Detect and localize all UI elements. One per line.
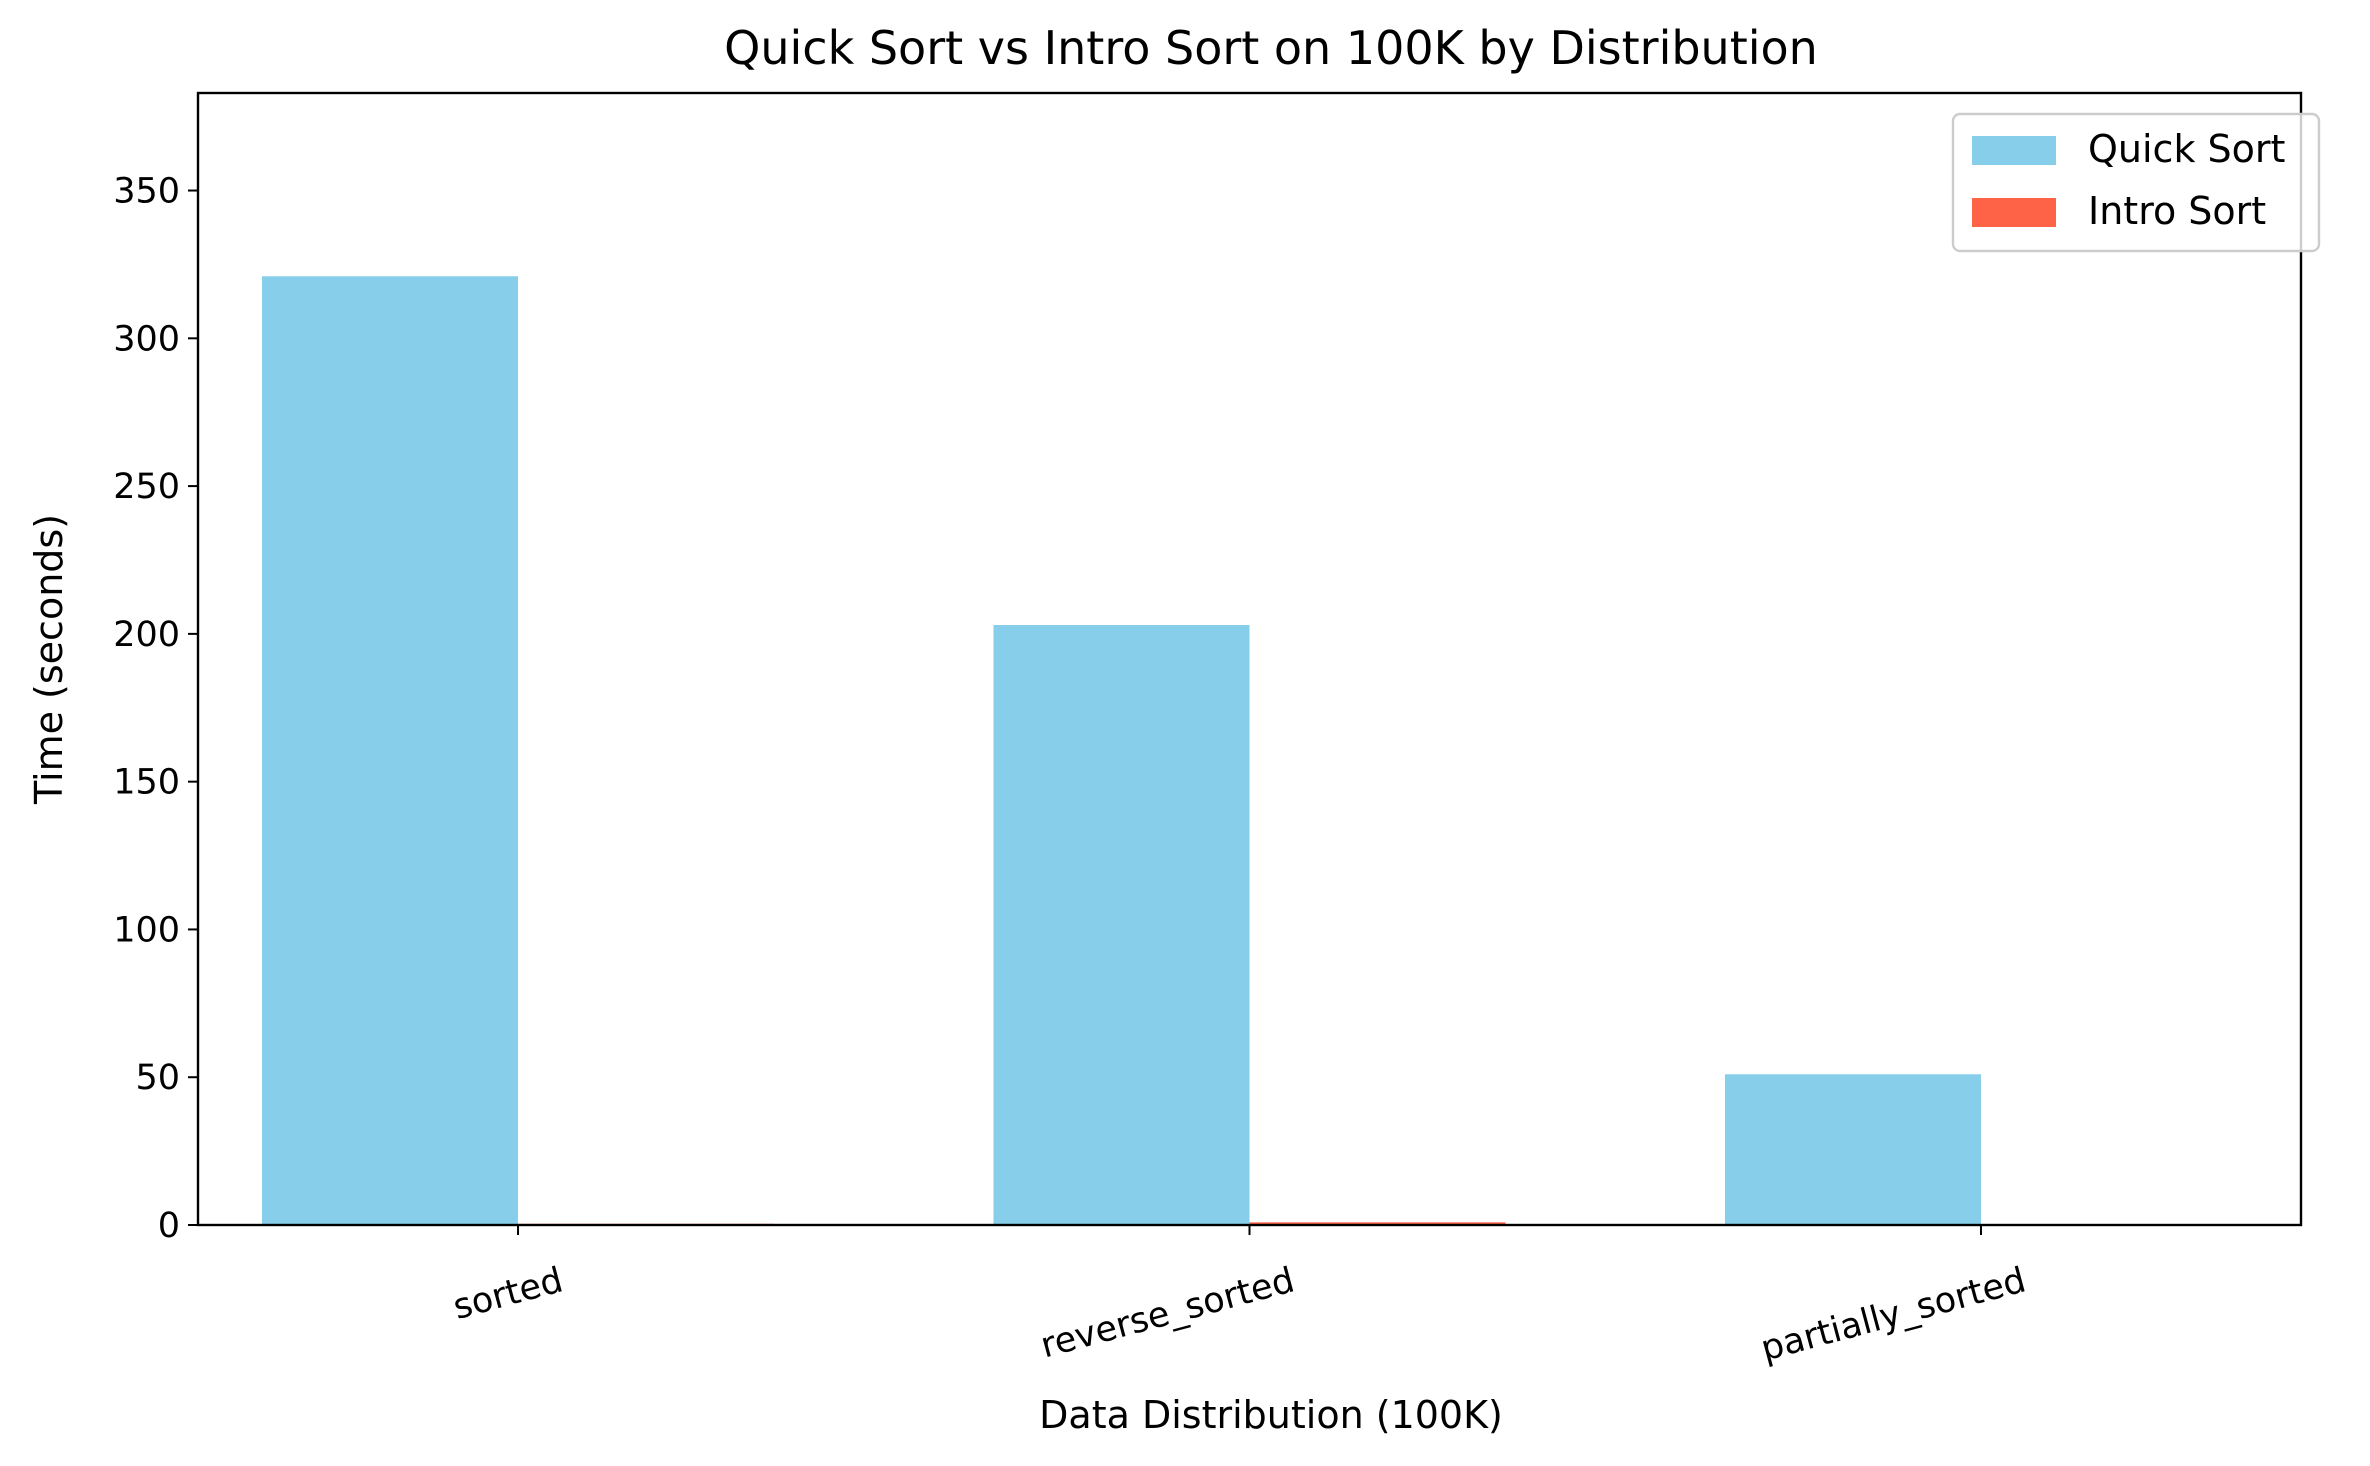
legend-swatch-quick-sort	[1972, 136, 2056, 165]
y-tick-label-150: 150	[113, 763, 180, 803]
y-tick-label-100: 100	[113, 910, 180, 950]
chart-title: Quick Sort vs Intro Sort on 100K by Dist…	[724, 21, 1818, 75]
bar-quick-sort-sorted	[262, 276, 519, 1225]
bar-quick-sort-reverse-sorted	[993, 625, 1250, 1225]
legend-label-quick-sort: Quick Sort	[2088, 127, 2285, 171]
y-tick-label-350: 350	[113, 172, 180, 212]
y-axis-ticks: 0 50 100 150 200 250 300 350	[113, 172, 198, 1246]
y-axis-label: Time (seconds)	[27, 514, 71, 805]
bar-quick-sort-partially-sorted	[1724, 1074, 1981, 1225]
legend-label-intro-sort: Intro Sort	[2088, 189, 2266, 233]
y-tick-label-200: 200	[113, 615, 180, 655]
bar-intro-sort-reverse-sorted	[1249, 1222, 1506, 1225]
y-tick-label-300: 300	[113, 319, 180, 359]
y-tick-label-50: 50	[135, 1058, 180, 1098]
y-tick-label-0: 0	[158, 1206, 180, 1246]
legend-swatch-intro-sort	[1972, 198, 2056, 227]
bars-group	[262, 276, 2237, 1225]
legend: Quick Sort Intro Sort	[1951, 112, 2321, 253]
plot-frame	[196, 91, 2303, 1227]
x-axis-label: Data Distribution (100K)	[1039, 1393, 1503, 1437]
y-tick-label-250: 250	[113, 467, 180, 507]
